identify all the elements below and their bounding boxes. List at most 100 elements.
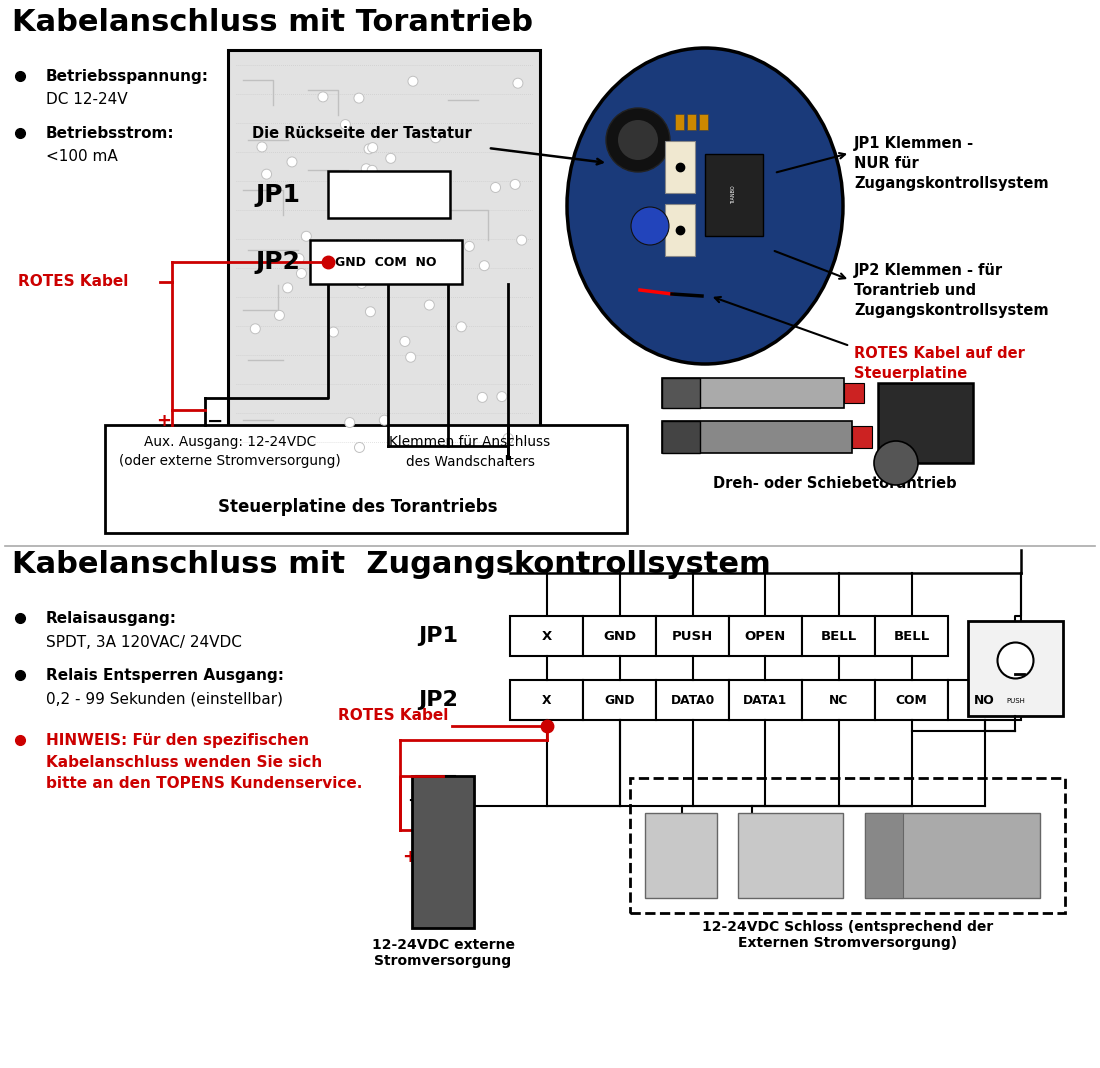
Circle shape — [491, 183, 501, 192]
FancyBboxPatch shape — [228, 50, 540, 460]
Circle shape — [354, 442, 364, 453]
Circle shape — [312, 250, 322, 260]
FancyBboxPatch shape — [865, 813, 1040, 898]
Text: Die Rückseite der Tastatur: Die Rückseite der Tastatur — [252, 126, 472, 141]
FancyBboxPatch shape — [688, 114, 696, 130]
Text: GND: GND — [604, 693, 635, 707]
Circle shape — [283, 283, 293, 293]
FancyBboxPatch shape — [874, 680, 948, 720]
Circle shape — [386, 154, 396, 163]
Text: DATA0: DATA0 — [670, 693, 715, 707]
Circle shape — [477, 392, 487, 403]
Circle shape — [356, 279, 366, 288]
Text: HINWEIS: Für den spezifischen
Kabelanschluss wenden Sie sich
bitte an den TOPENS: HINWEIS: Für den spezifischen Kabelansch… — [46, 733, 362, 791]
Text: JP1: JP1 — [418, 626, 458, 646]
Text: OPEN: OPEN — [745, 629, 786, 643]
Text: Kabelanschluss mit Torantrieb: Kabelanschluss mit Torantrieb — [12, 7, 534, 37]
FancyBboxPatch shape — [662, 378, 844, 408]
Text: BELL: BELL — [821, 629, 857, 643]
Circle shape — [340, 120, 351, 129]
FancyBboxPatch shape — [729, 616, 802, 656]
Circle shape — [287, 157, 297, 167]
FancyBboxPatch shape — [662, 421, 852, 453]
Circle shape — [408, 76, 418, 87]
Text: <100 mA: <100 mA — [46, 150, 118, 164]
FancyBboxPatch shape — [656, 616, 729, 656]
Circle shape — [297, 268, 307, 279]
Circle shape — [367, 166, 377, 175]
Text: JP1 Klemmen -
NUR für
Zugangskontrollsystem: JP1 Klemmen - NUR für Zugangskontrollsys… — [854, 136, 1048, 190]
Text: +: + — [403, 848, 418, 866]
Circle shape — [262, 169, 272, 179]
Circle shape — [318, 92, 328, 101]
Circle shape — [456, 321, 466, 332]
FancyBboxPatch shape — [583, 680, 656, 720]
FancyBboxPatch shape — [310, 240, 462, 284]
FancyBboxPatch shape — [729, 680, 802, 720]
FancyBboxPatch shape — [948, 680, 1021, 720]
Circle shape — [418, 241, 428, 251]
Text: Kabelanschluss mit  Zugangskontrollsystem: Kabelanschluss mit Zugangskontrollsystem — [12, 550, 771, 579]
FancyBboxPatch shape — [645, 813, 717, 898]
FancyBboxPatch shape — [412, 776, 474, 928]
FancyBboxPatch shape — [583, 616, 656, 656]
FancyBboxPatch shape — [510, 680, 583, 720]
Text: Betriebsstrom:: Betriebsstrom: — [46, 126, 175, 141]
FancyBboxPatch shape — [666, 141, 695, 193]
Text: Dreh- oder Schiebetorantrieb: Dreh- oder Schiebetorantrieb — [713, 476, 957, 491]
Text: JP2: JP2 — [418, 690, 458, 710]
FancyBboxPatch shape — [852, 426, 872, 447]
Text: ROTES Kabel auf der
Steuerplatine: ROTES Kabel auf der Steuerplatine — [854, 346, 1025, 381]
Circle shape — [425, 300, 435, 310]
Circle shape — [517, 235, 527, 246]
Text: COM: COM — [895, 693, 927, 707]
FancyBboxPatch shape — [630, 778, 1065, 913]
Circle shape — [361, 163, 372, 174]
Circle shape — [430, 132, 441, 143]
FancyBboxPatch shape — [802, 616, 874, 656]
FancyBboxPatch shape — [675, 114, 684, 130]
Circle shape — [513, 78, 522, 89]
Circle shape — [301, 232, 311, 241]
FancyBboxPatch shape — [802, 680, 874, 720]
Circle shape — [386, 174, 396, 185]
FancyBboxPatch shape — [666, 204, 695, 256]
Circle shape — [510, 179, 520, 189]
Text: +: + — [156, 412, 170, 430]
Text: PUSH: PUSH — [1006, 698, 1025, 704]
FancyBboxPatch shape — [510, 616, 583, 656]
Text: DATA1: DATA1 — [744, 693, 788, 707]
FancyBboxPatch shape — [656, 680, 729, 720]
Circle shape — [274, 311, 285, 320]
Text: JP2 Klemmen - für
Torantrieb und
Zugangskontrollsystem: JP2 Klemmen - für Torantrieb und Zugangs… — [854, 263, 1048, 317]
FancyBboxPatch shape — [662, 421, 700, 453]
Text: 12-24VDC externe
Stromversorgung: 12-24VDC externe Stromversorgung — [372, 938, 515, 969]
Circle shape — [874, 441, 918, 485]
Text: −: − — [407, 792, 422, 810]
Text: X: X — [541, 693, 551, 707]
Text: GND: GND — [603, 629, 636, 643]
Text: JP1: JP1 — [255, 183, 300, 207]
Circle shape — [449, 255, 459, 266]
Text: SPDT, 3A 120VAC/ 24VDC: SPDT, 3A 120VAC/ 24VDC — [46, 635, 242, 650]
FancyBboxPatch shape — [698, 114, 708, 130]
Circle shape — [323, 264, 334, 274]
Circle shape — [606, 108, 670, 172]
Text: BELL: BELL — [893, 629, 930, 643]
Circle shape — [497, 392, 507, 402]
Text: DC 12-24V: DC 12-24V — [46, 92, 128, 107]
Text: PUSH: PUSH — [672, 629, 713, 643]
FancyBboxPatch shape — [104, 425, 627, 533]
Text: NO: NO — [975, 693, 994, 707]
FancyBboxPatch shape — [878, 383, 974, 464]
Circle shape — [367, 143, 377, 153]
FancyBboxPatch shape — [328, 171, 450, 218]
Text: Betriebsspannung:: Betriebsspannung: — [46, 69, 209, 84]
Text: NC: NC — [829, 693, 848, 707]
Circle shape — [406, 352, 416, 362]
Circle shape — [365, 307, 375, 317]
Circle shape — [631, 207, 669, 245]
Circle shape — [329, 327, 339, 337]
Text: JP2: JP2 — [255, 250, 300, 274]
Circle shape — [257, 142, 267, 152]
